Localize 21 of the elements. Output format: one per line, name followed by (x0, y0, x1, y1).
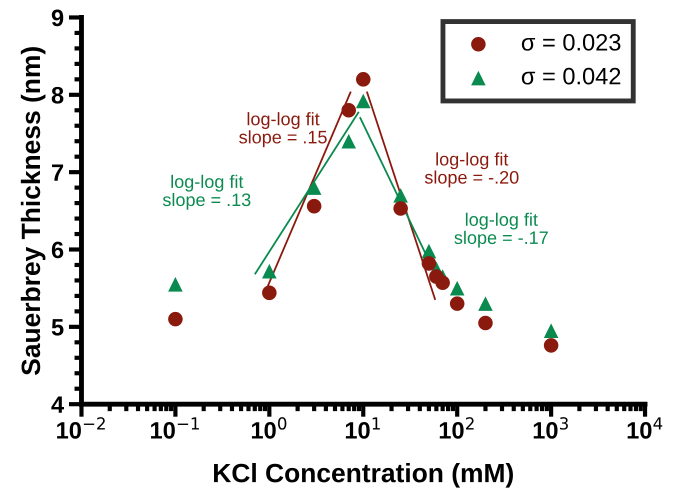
x-tick-label: 10$^{3}$ (534, 417, 568, 439)
x-tick-label: 10$^{2}$ (440, 417, 474, 439)
y-tick-label: 9 (52, 10, 64, 26)
y-tick-label: 7 (52, 164, 64, 181)
x-tick-label: 10$^{−1}$ (151, 417, 199, 439)
y-tick-label: 4 (51, 396, 64, 413)
y-tick-label: 5 (52, 319, 64, 336)
x-tick-label: 10$^{0}$ (252, 417, 286, 439)
annotation: log-log fit slope = -.20 (424, 152, 519, 188)
y-tick-label: 8 (52, 86, 64, 104)
y-tick-label: 6 (52, 242, 64, 258)
annotation: log-log fit slope = .15 (239, 112, 327, 148)
legend-label: σ = 0.023 (522, 34, 620, 51)
annotation: log-log fit slope = .13 (162, 174, 250, 210)
y-axis-title: Sauerbrey Thickness (nm) (20, 47, 46, 376)
annotation: log-log fit slope = -.17 (454, 212, 548, 248)
x-tick-label: 10$^{1}$ (346, 417, 380, 439)
legend-label: σ = 0.042 (522, 68, 620, 84)
x-tick-label: 10$^{4}$ (628, 417, 662, 439)
x-axis-title: KCl Concentration (mM) (214, 463, 513, 488)
x-tick-label: 10$^{−2}$ (57, 417, 105, 439)
